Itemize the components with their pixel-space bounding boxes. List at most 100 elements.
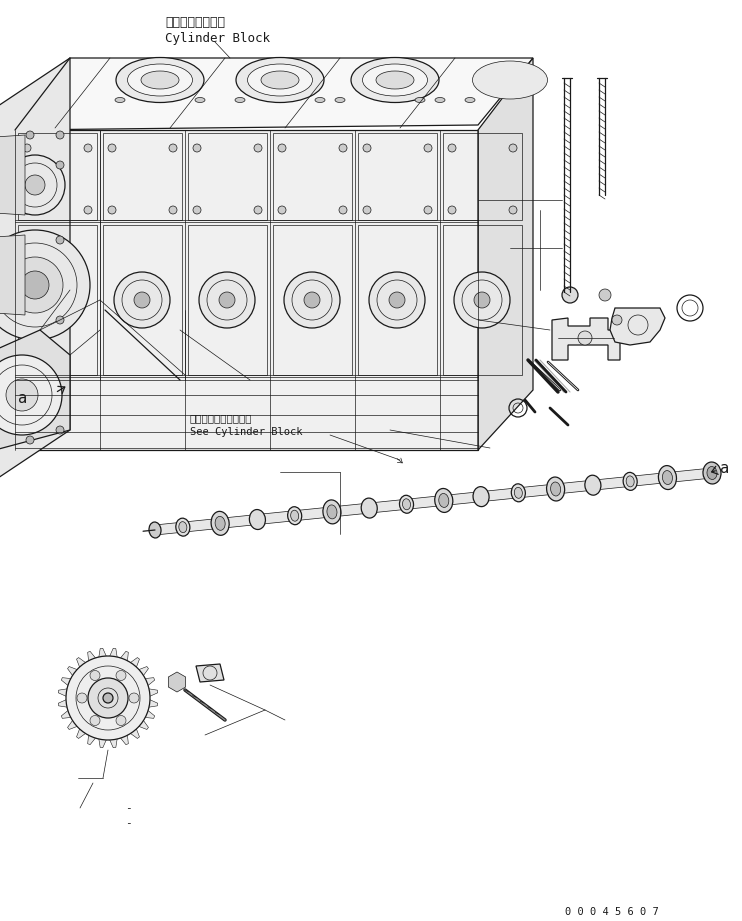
Circle shape <box>278 144 286 152</box>
Ellipse shape <box>248 64 312 96</box>
Circle shape <box>90 716 100 726</box>
Ellipse shape <box>128 64 192 96</box>
Circle shape <box>0 230 90 340</box>
Polygon shape <box>59 698 71 708</box>
Ellipse shape <box>215 517 225 530</box>
Ellipse shape <box>195 98 205 102</box>
Circle shape <box>66 656 150 740</box>
Circle shape <box>6 379 38 411</box>
Polygon shape <box>145 698 158 708</box>
Polygon shape <box>478 58 533 450</box>
Polygon shape <box>0 235 25 315</box>
Circle shape <box>254 144 262 152</box>
Circle shape <box>23 144 31 152</box>
Polygon shape <box>76 658 89 671</box>
Circle shape <box>0 355 62 435</box>
Circle shape <box>424 206 432 214</box>
Ellipse shape <box>399 495 413 513</box>
Ellipse shape <box>511 484 525 502</box>
Ellipse shape <box>249 509 266 530</box>
Polygon shape <box>0 330 70 450</box>
Text: Cylinder Block: Cylinder Block <box>165 31 270 44</box>
Text: シリンダブロック: シリンダブロック <box>165 16 225 29</box>
Circle shape <box>454 272 510 328</box>
Circle shape <box>219 292 235 308</box>
Circle shape <box>103 693 113 703</box>
Ellipse shape <box>149 522 161 538</box>
Polygon shape <box>88 731 98 745</box>
Ellipse shape <box>179 521 187 532</box>
Circle shape <box>509 144 517 152</box>
Circle shape <box>7 257 63 313</box>
Circle shape <box>578 331 592 345</box>
Circle shape <box>23 206 31 214</box>
Circle shape <box>116 716 126 726</box>
Ellipse shape <box>514 487 522 498</box>
Ellipse shape <box>363 64 427 96</box>
Ellipse shape <box>547 477 565 501</box>
Ellipse shape <box>623 472 637 490</box>
Polygon shape <box>108 648 118 661</box>
Circle shape <box>26 131 34 139</box>
Ellipse shape <box>176 519 190 536</box>
Circle shape <box>562 287 578 303</box>
Circle shape <box>88 678 128 718</box>
Ellipse shape <box>288 507 302 525</box>
Polygon shape <box>98 648 108 661</box>
Circle shape <box>424 144 432 152</box>
Circle shape <box>77 693 87 703</box>
Ellipse shape <box>435 488 453 512</box>
Polygon shape <box>141 678 154 688</box>
Circle shape <box>26 436 34 444</box>
Circle shape <box>84 144 92 152</box>
Ellipse shape <box>663 471 672 484</box>
Circle shape <box>304 292 320 308</box>
Ellipse shape <box>351 57 439 102</box>
Polygon shape <box>76 725 89 739</box>
Text: a: a <box>18 391 27 405</box>
Circle shape <box>389 292 405 308</box>
Circle shape <box>363 144 371 152</box>
Polygon shape <box>145 688 158 698</box>
Circle shape <box>369 272 425 328</box>
Ellipse shape <box>327 505 337 519</box>
Ellipse shape <box>551 482 561 496</box>
Ellipse shape <box>335 98 345 102</box>
Circle shape <box>114 272 170 328</box>
Polygon shape <box>15 58 533 130</box>
Circle shape <box>509 206 517 214</box>
Polygon shape <box>88 651 98 665</box>
Circle shape <box>339 144 347 152</box>
Polygon shape <box>108 735 118 748</box>
Circle shape <box>134 292 150 308</box>
Polygon shape <box>68 717 81 729</box>
Ellipse shape <box>439 494 449 507</box>
Polygon shape <box>141 708 154 718</box>
Circle shape <box>339 206 347 214</box>
Ellipse shape <box>658 466 677 490</box>
Circle shape <box>199 272 255 328</box>
Ellipse shape <box>473 486 489 507</box>
Polygon shape <box>68 667 81 679</box>
Text: See Cylinder Block: See Cylinder Block <box>190 427 303 437</box>
Ellipse shape <box>473 61 548 99</box>
Ellipse shape <box>703 462 721 484</box>
Circle shape <box>56 131 64 139</box>
Ellipse shape <box>626 476 634 487</box>
Polygon shape <box>118 731 128 745</box>
Circle shape <box>49 292 65 308</box>
Circle shape <box>108 206 116 214</box>
Circle shape <box>599 289 611 301</box>
Polygon shape <box>62 678 75 688</box>
Ellipse shape <box>415 98 425 102</box>
Circle shape <box>5 155 65 215</box>
Ellipse shape <box>291 510 299 521</box>
Circle shape <box>612 315 622 325</box>
Ellipse shape <box>116 57 204 102</box>
Polygon shape <box>610 308 665 345</box>
Polygon shape <box>127 658 139 671</box>
Circle shape <box>116 670 126 681</box>
Ellipse shape <box>707 467 717 480</box>
Text: 0 0 0 4 5 6 0 7: 0 0 0 4 5 6 0 7 <box>565 907 659 917</box>
Circle shape <box>90 670 100 681</box>
